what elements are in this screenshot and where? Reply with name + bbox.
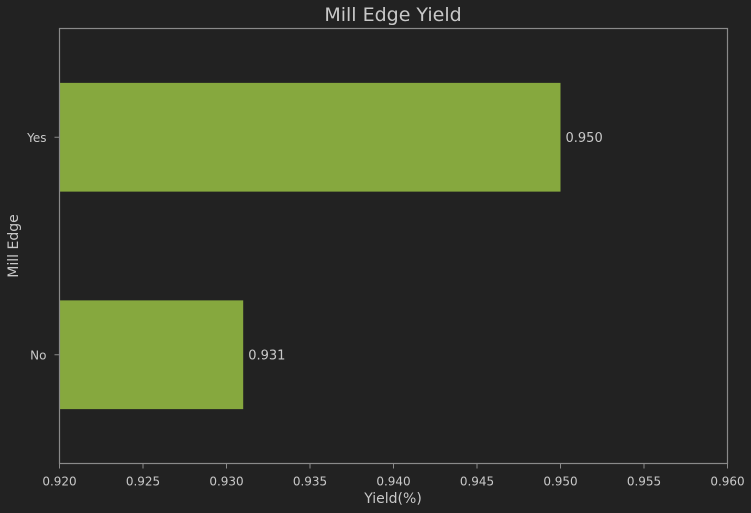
bar-no xyxy=(59,300,244,410)
x-tick-label: 0.925 xyxy=(126,475,160,489)
chart-title: Mill Edge Yield xyxy=(324,4,461,26)
y-tick-label: Yes xyxy=(26,131,46,145)
x-axis-label: Yield(%) xyxy=(363,491,422,507)
x-tick-label: 0.940 xyxy=(376,475,410,489)
y-axis-label: Mill Edge xyxy=(6,214,22,277)
plot-frame xyxy=(58,27,729,465)
data-label: 0.931 xyxy=(248,348,285,363)
y-tick-label: No xyxy=(30,348,46,362)
data-label: 0.950 xyxy=(566,131,603,146)
x-tick-label: 0.950 xyxy=(543,475,577,489)
bar-yes xyxy=(59,82,561,192)
x-tick-label: 0.920 xyxy=(42,475,76,489)
x-tick-label: 0.955 xyxy=(627,475,661,489)
x-tick-label: 0.935 xyxy=(293,475,327,489)
x-tick-label: 0.930 xyxy=(209,475,243,489)
plot-area: 0.920 0.925 0.930 0.935 0.940 0.945 0.950 0.955… xyxy=(26,82,745,489)
x-tick-label: 0.960 xyxy=(710,475,744,489)
x-tick-label: 0.945 xyxy=(460,475,494,489)
